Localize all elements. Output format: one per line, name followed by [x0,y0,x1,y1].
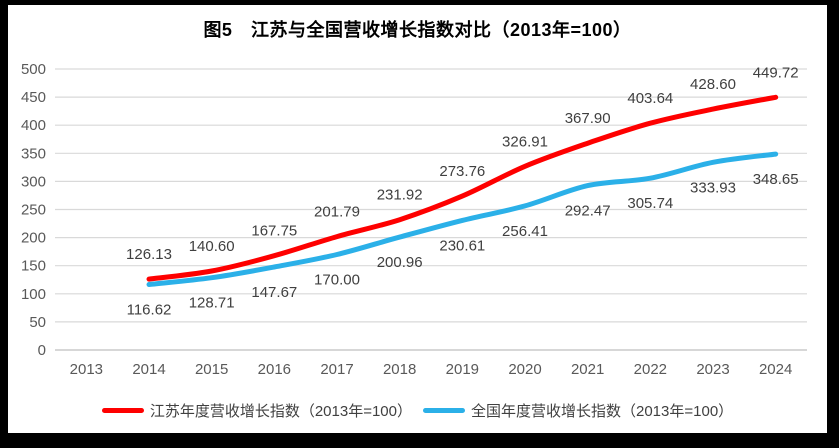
chart-background: 图5 江苏与全国营收增长指数对比（2013年=100） 0 50 100 150 200… [8,5,827,433]
y-axis-tick-label: 100 [21,286,46,303]
data-label: 305.74 [627,195,673,212]
legend-item-jiangsu: 江苏年度营收增长指数（2013年=100） [101,400,412,421]
x-axis-tick-label: 2016 [258,361,291,378]
data-label: 201.79 [314,204,360,221]
jiangsu-line-swatch [101,407,144,413]
x-axis-tick-label: 2015 [195,361,228,378]
data-label: 147.67 [251,284,297,301]
legend: 江苏年度营收增长指数（2013年=100） 全国年度营收增长指数（2013年=1… [8,397,827,423]
data-label: 367.90 [565,110,611,127]
x-axis-tick-label: 2014 [132,361,165,378]
y-axis-tick-label: 0 [38,342,46,359]
series-line-1 [146,151,779,287]
data-label: 449.72 [753,64,799,81]
data-label: 167.75 [251,223,297,240]
y-axis-tick-label: 500 [21,61,46,78]
data-label: 116.62 [127,301,172,318]
legend-item-national: 全国年度营收增长指数（2013年=100） [423,400,733,421]
x-axis-tick-label: 2019 [446,361,479,378]
x-axis-tick-label: 2013 [70,361,103,378]
y-axis-tick-label: 300 [21,173,46,190]
legend-label-national: 全国年度营收增长指数（2013年=100） [471,402,734,420]
series-line-0 [146,94,779,282]
data-label: 231.92 [377,187,423,204]
y-axis-tick-label: 200 [21,230,46,247]
x-axis-tick-label: 2024 [759,361,792,378]
data-label: 200.96 [377,254,423,271]
national-line-swatch [423,407,465,413]
data-label: 273.76 [439,163,485,180]
plot-svg: 0 50 100 150 200 250 300 350 400 450 500 2013 2014 20… [21,61,807,378]
x-axis-tick-label: 2020 [508,361,541,378]
data-label: 292.47 [565,203,611,220]
x-axis-tick-label: 2018 [383,361,416,378]
data-label: 428.60 [690,76,736,93]
data-label: 140.60 [189,238,235,255]
data-label: 126.13 [126,246,172,263]
data-label: 403.64 [627,90,673,107]
data-label: 256.41 [502,223,548,240]
y-axis-tick-label: 150 [21,258,46,275]
chart-title: 图5 江苏与全国营收增长指数对比（2013年=100） [203,20,632,40]
y-axis-tick-label: 400 [21,117,46,134]
data-label: 230.61 [439,237,485,254]
y-axis-tick-label: 250 [21,202,46,219]
data-label: 333.93 [690,179,736,196]
y-axis-tick-label: 350 [21,145,46,162]
data-label: 128.71 [189,295,235,312]
data-label: 170.00 [314,271,360,288]
data-label: 326.91 [502,133,548,150]
y-axis-tick-label: 450 [21,89,46,106]
x-axis-tick-label: 2022 [634,361,667,378]
x-axis-tick-label: 2021 [571,361,604,378]
legend-label-jiangsu: 江苏年度营收增长指数（2013年=100） [149,402,412,420]
x-axis-tick-label: 2017 [320,361,353,378]
x-axis-tick-label: 2023 [696,361,729,378]
data-label: 348.65 [753,171,799,188]
y-axis-tick-label: 50 [29,314,46,331]
